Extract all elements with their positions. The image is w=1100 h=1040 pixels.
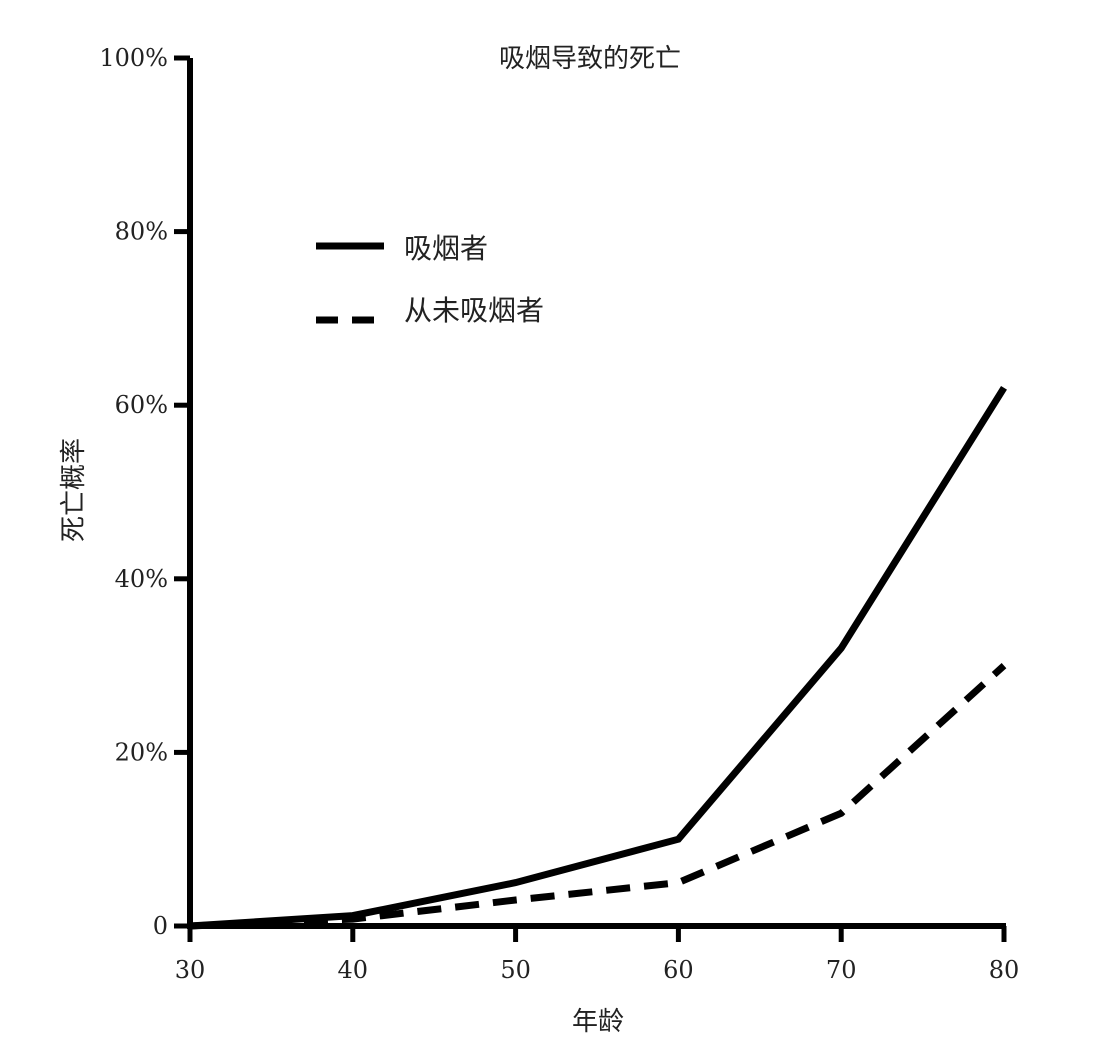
- y-tick-label: 20%: [115, 738, 168, 766]
- chart-title: 吸烟导致的死亡: [499, 44, 681, 74]
- y-tick-label: 100%: [99, 44, 168, 72]
- y-tick-label: 80%: [115, 218, 168, 246]
- y-tick-label: 60%: [115, 391, 168, 419]
- y-ticks: 0 20% 40% 60% 80% 100%: [99, 44, 190, 940]
- series-layer: [189, 385, 1007, 930]
- series-line-never-smokers: [189, 663, 1007, 930]
- y-tick-label: 0: [153, 912, 168, 940]
- y-axis-label: 死亡概率: [59, 438, 89, 542]
- legend-label-never-smokers: 从未吸烟者: [404, 294, 544, 327]
- x-axis-label: 年龄: [572, 1007, 624, 1037]
- x-ticks: 30 40 50 60 70 80: [175, 926, 1020, 984]
- series-line-smokers: [189, 385, 1007, 930]
- legend: 吸烟者 从未吸烟者: [316, 232, 544, 327]
- legend-label-smokers: 吸烟者: [404, 232, 488, 265]
- x-tick-label: 70: [826, 956, 857, 984]
- x-tick-label: 80: [989, 956, 1020, 984]
- x-tick-label: 50: [500, 956, 531, 984]
- x-tick-label: 40: [338, 956, 369, 984]
- x-tick-label: 60: [663, 956, 694, 984]
- x-tick-label: 30: [175, 956, 206, 984]
- y-tick-label: 40%: [115, 565, 168, 593]
